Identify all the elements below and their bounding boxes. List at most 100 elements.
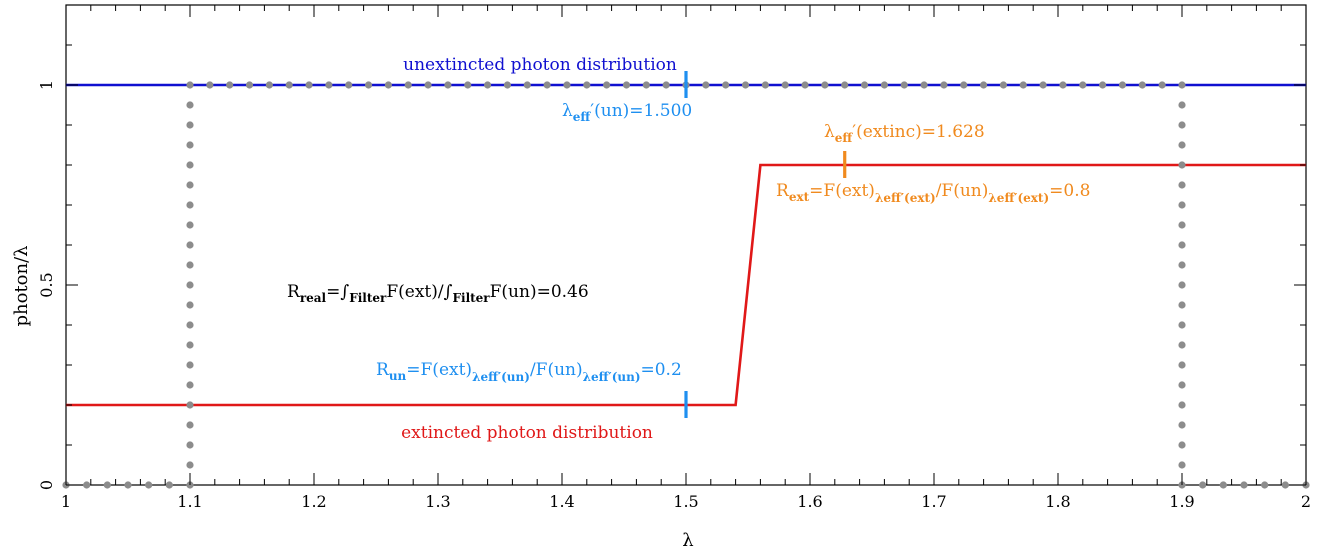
filter-dot — [1118, 81, 1127, 89]
filter-dot — [186, 181, 194, 189]
filter-dot — [841, 81, 849, 89]
filter-dot — [603, 81, 611, 89]
filter-dot — [761, 81, 769, 89]
filter-dot — [1039, 81, 1047, 89]
filter-dot — [364, 81, 373, 89]
filter-dot — [1219, 481, 1227, 489]
filter-dot — [999, 81, 1008, 89]
filter-dot — [503, 81, 512, 89]
extincted-line — [66, 163, 1306, 407]
filter-dot — [543, 81, 551, 89]
filter-dot — [186, 381, 194, 389]
filter-dot — [563, 81, 571, 89]
filter-dot — [305, 81, 313, 89]
filter-dot — [186, 81, 194, 89]
x-tick-label: 1.9 — [1169, 492, 1194, 511]
filter-dot — [662, 81, 670, 89]
filter-dot — [702, 81, 710, 89]
y-tick-label: 0 — [37, 480, 56, 490]
x-tick-label: 1.6 — [797, 492, 822, 511]
filter-dot — [1079, 81, 1087, 89]
filter-dot — [1178, 201, 1186, 209]
x-axis-title: λ — [682, 530, 693, 551]
x-tick-label: 1.3 — [425, 492, 450, 511]
filter-dot — [1178, 341, 1186, 349]
filter-dot — [880, 81, 889, 89]
filter-dot — [1178, 381, 1186, 389]
r-un-label: Run=F(ext)λeff′(un)/F(un)λeff′(un)=0.2 — [376, 360, 682, 384]
filter-dot — [1199, 481, 1207, 489]
filter-dot — [1099, 81, 1107, 89]
x-tick-label: 1.7 — [921, 492, 946, 511]
filter-dot — [1178, 261, 1186, 269]
filter-dot — [124, 481, 132, 489]
filter-dot — [186, 361, 194, 369]
filter-dot — [1019, 81, 1027, 89]
filter-dot — [1178, 81, 1186, 89]
x-tick-label: 1.2 — [301, 492, 326, 511]
filter-dot — [245, 81, 254, 89]
filter-dot — [186, 281, 194, 289]
lambda-eff-un-label: λeff′(un)=1.500 — [562, 101, 692, 124]
filter-dot — [940, 81, 948, 89]
filter-dot — [186, 141, 194, 149]
filter-dot — [165, 481, 173, 489]
filter-dot — [1281, 481, 1289, 489]
filter-dot — [741, 81, 750, 89]
filter-dot — [960, 81, 968, 89]
filter-dot — [1178, 181, 1186, 189]
filter-dot — [1158, 81, 1166, 89]
filter-dot — [186, 461, 194, 469]
x-tick-label: 2 — [1301, 492, 1311, 511]
y-axis-title: photon/λ — [11, 245, 32, 326]
filter-dot — [980, 81, 988, 89]
filter-dot — [1178, 441, 1186, 449]
filter-dot — [444, 81, 452, 89]
filter-dot — [83, 481, 91, 489]
filter-dot — [186, 301, 194, 309]
filter-dot — [1178, 241, 1186, 249]
x-tick-label: 1.8 — [1045, 492, 1070, 511]
filter-dot — [285, 81, 293, 89]
filter-dot — [1240, 481, 1248, 489]
filter-dot — [1178, 361, 1186, 369]
x-tick-label: 1.4 — [549, 492, 574, 511]
filter-dot — [186, 241, 194, 249]
filter-dot — [186, 421, 194, 429]
x-tick-label: 1 — [61, 492, 71, 511]
filter-dot — [226, 81, 234, 89]
filter-dot — [1178, 401, 1186, 409]
r-ext-label: Rext=F(ext)λeff′(ext)/F(un)λeff′(ext)=0.… — [776, 181, 1090, 205]
filter-dot — [801, 81, 809, 89]
filter-dot — [186, 401, 194, 409]
filter-dot — [186, 201, 194, 209]
filter-dot — [186, 161, 194, 169]
filter-dot — [642, 81, 650, 89]
filter-dot — [1178, 301, 1186, 309]
filter-dot — [186, 321, 194, 329]
filter-dot — [145, 481, 153, 489]
filter-dot — [1059, 81, 1067, 89]
filter-dot — [1178, 461, 1186, 469]
filter-dot — [345, 81, 353, 89]
filter-dot — [186, 101, 194, 109]
filter-dot — [404, 81, 412, 89]
filter-dot — [1178, 121, 1186, 129]
filter-dot — [1261, 481, 1269, 489]
extincted-label: extincted photon distribution — [401, 423, 653, 443]
filter-dot — [523, 81, 531, 89]
filter-dot — [265, 81, 273, 89]
filter-dot — [622, 81, 631, 89]
filter-dot — [186, 441, 194, 449]
filter-dot — [900, 81, 908, 89]
filter-dot — [186, 221, 194, 229]
r-real-label: Rreal=∫FilterF(ext)/∫FilterF(un)=0.46 — [287, 282, 589, 305]
filter-dot — [186, 121, 194, 129]
filter-dot — [464, 81, 472, 89]
filter-dot — [821, 81, 829, 89]
filter-dot — [722, 81, 730, 89]
unextincted-label: unextincted photon distribution — [403, 55, 677, 75]
y-tick-label: 1 — [37, 80, 56, 90]
filter-dot — [484, 81, 492, 89]
